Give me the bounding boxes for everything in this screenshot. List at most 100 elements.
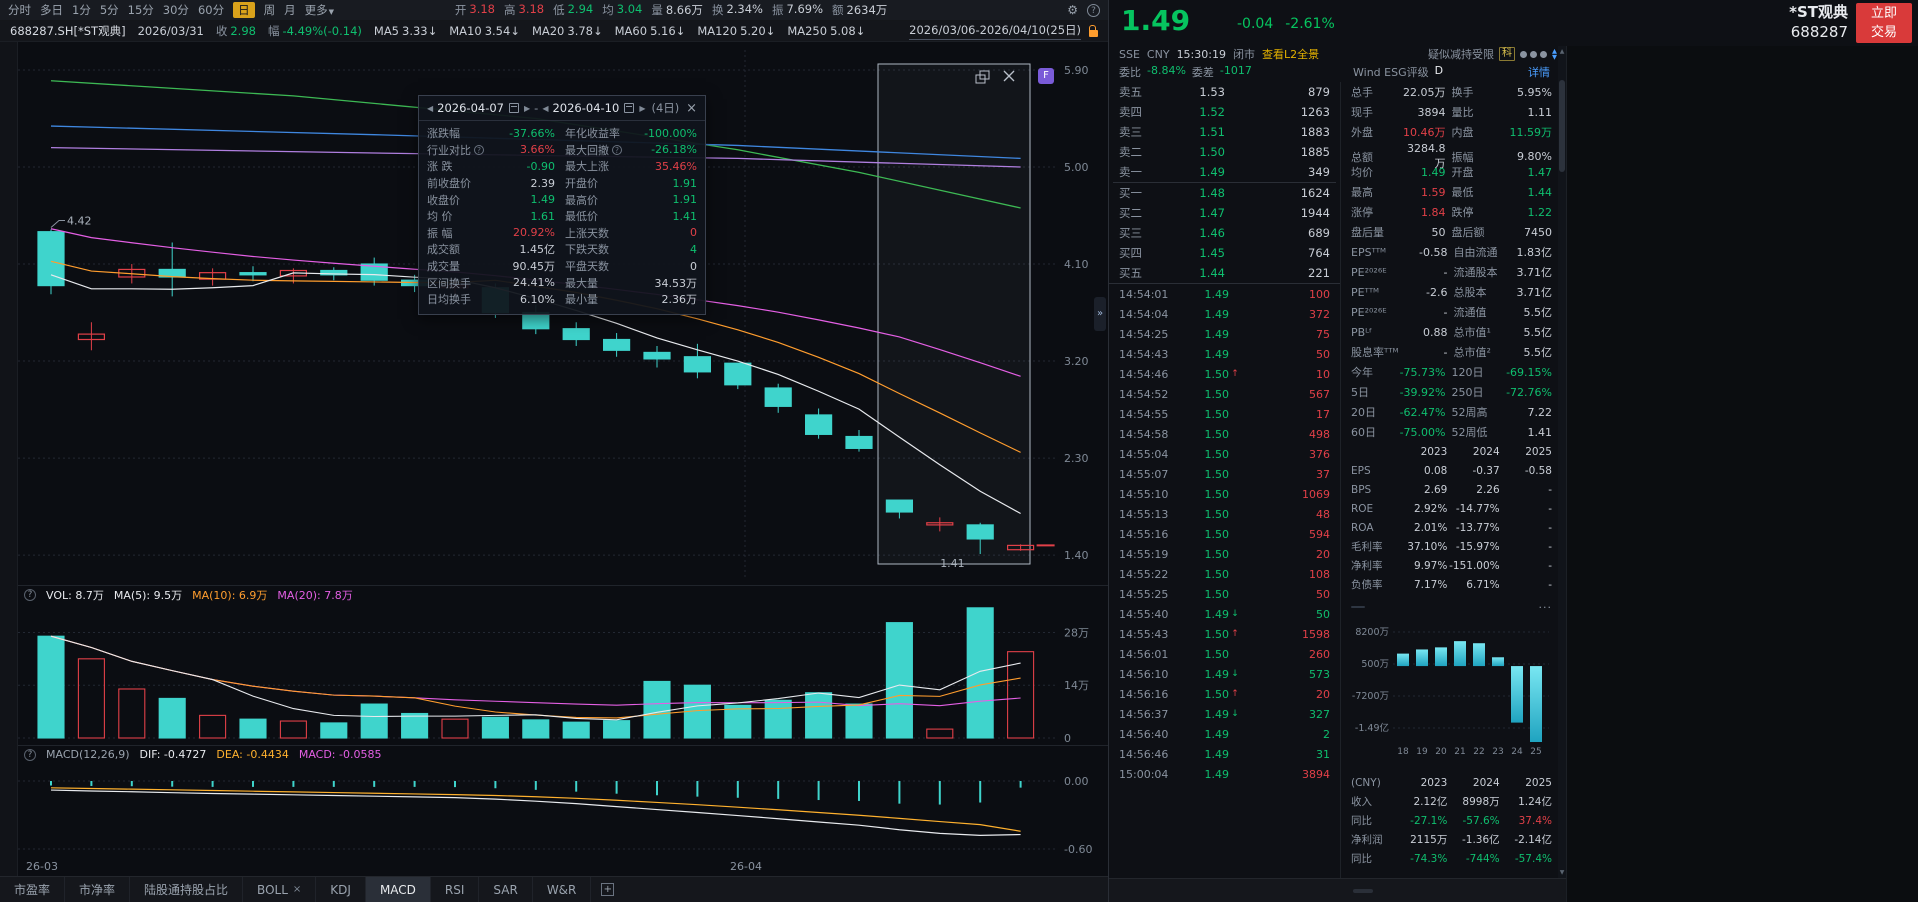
period-tab[interactable]: 1分▼ [72,3,91,17]
order-imbalance-row: 委比 -8.84% 委差 -1017 Wind ESG评级 D 详情 [1109,64,1918,82]
macd-chart[interactable]: 0.00 -0.60 [18,763,1108,859]
tick-trade-list[interactable]: 14:54:01 1.49 100 14:54:04 1.49 372 14:5 [1109,283,1340,783]
period-tab[interactable]: 更多▼ [304,3,334,17]
panel-scrollbar[interactable]: ▲ ▼ [1558,46,1566,878]
indicator-tab[interactable]: SAR× [479,877,533,902]
period-tab[interactable]: 30分▼ [162,3,189,17]
l2-link[interactable]: 查看L2全景 [1261,48,1320,61]
prev-date-icon[interactable]: ◀ [427,103,434,113]
year-link[interactable]: 2024 [1472,776,1500,789]
bid-row[interactable]: 买四 1.45 764 [1119,246,1330,260]
esg-detail-link[interactable]: 详情 [1528,66,1550,79]
ask-row[interactable]: 卖一 1.49 349 [1119,165,1330,179]
tick-row: 14:55:19 1.50 20 [1119,547,1330,561]
close-icon[interactable]: × [292,884,302,895]
change-label: 幅 [267,24,280,38]
ask-row[interactable]: 卖四 1.52 1263 [1119,105,1330,119]
svg-text:24: 24 [1511,747,1523,757]
panel-tab[interactable] [1401,889,1421,893]
next-date-icon[interactable]: ▶ [524,103,531,113]
period-tabs: 分时▼ 多日▼ 1分▼ 5分▼ 15分▼ 30分▼ 60分▼ 日▼ 周▼ 月▼ … [8,2,334,18]
range-stat-row: 行业对比? 3.66% 最大回撤? -26.18% [427,143,697,157]
bid-row[interactable]: 买二 1.47 1944 [1119,206,1330,220]
lock-icon[interactable] [1089,24,1098,37]
indicator-tab[interactable]: RSI× [431,877,480,902]
trade-now-button[interactable]: 立即 交易 [1856,3,1912,43]
esg-label: Wind ESG评级 [1353,66,1429,79]
indicator-tab[interactable]: BOLL × [243,877,317,902]
stat-item: 量 8.66万 [651,3,703,17]
indicator-tab[interactable]: W&R× [533,877,592,902]
cny-table-header: (CNY) 2023 2024 2025 [1351,776,1552,789]
period-tab[interactable]: 日▼ [233,2,255,18]
collapse-panel-handle[interactable]: » [1094,297,1106,331]
prev-date-icon[interactable]: ◀ [542,103,549,113]
close-icon[interactable]: × [686,100,697,116]
range-popup-body: 涨跌幅? -37.66% 年化收益率? -100.00% 行业对比? 3.66%… [419,121,705,314]
help-icon[interactable]: ? [1087,3,1100,17]
bid-row[interactable]: 买五 1.44 221 [1119,266,1330,280]
year-link[interactable]: 2025 [1525,776,1552,789]
ask-row[interactable]: 卖二 1.50 1885 [1119,145,1330,159]
period-tab[interactable]: 周▼ [263,3,276,17]
financial-row: ROA 2.01% -13.77% - [1351,521,1552,534]
bid-row[interactable]: 买三 1.46 689 [1119,226,1330,240]
ask-row[interactable]: 卖三 1.51 1883 [1119,125,1330,139]
tick-row: 14:56:16 1.50 ↑ 20 [1119,687,1330,701]
vol-ma5: MA(5): 9.5万 [113,588,183,602]
price-change-pct: -2.61% [1285,16,1335,32]
candlestick-chart[interactable]: 5.90 5.00 4.10 3.20 2.30 1.40 4.42 1.41 [18,42,1108,585]
tick-row: 14:55:25 1.50 50 [1119,587,1330,601]
f-shortcut-button[interactable]: F [1038,68,1054,84]
add-indicator-button[interactable]: + [601,883,615,896]
svg-text:4.42: 4.42 [67,215,92,228]
panel-tab[interactable] [1353,888,1373,893]
more-options-icon[interactable]: ··· [1538,600,1552,614]
bid-row[interactable]: 买一 1.48 1624 [1119,186,1330,200]
scroll-arrows-icon[interactable]: ▲ ▼ [1552,47,1557,61]
volume-chart[interactable]: 28万 14万 0 [18,603,1108,746]
financial-row: BPS 2.69 2.26 - [1351,483,1552,496]
financial-row: 负债率 7.17% 6.71% - [1351,578,1552,592]
svg-text:19: 19 [1416,747,1428,757]
stat-item: 开 3.18 [454,2,495,17]
period-tab[interactable]: 月▼ [284,3,296,17]
stat-row: 均价 1.49 开盘 1.47 [1351,165,1552,180]
gear-icon[interactable]: ⚙ [1067,3,1078,17]
range-stat-row: 日均换手? 6.10% 最小量? 2.36万 [427,292,697,307]
tick-row: 14:54:58 1.50 498 [1119,427,1330,441]
svg-text:0.00: 0.00 [1064,775,1089,788]
period-tab[interactable]: 60分▼ [197,3,225,17]
range-end-date[interactable]: 2026-04-10 [552,101,620,115]
period-tab[interactable]: 5分▼ [99,3,119,17]
period-tab[interactable]: 15分▼ [127,3,154,17]
year-link[interactable]: 2023 [1420,776,1448,789]
next-date-icon[interactable]: ▶ [639,103,646,113]
profit-tab[interactable] [1351,606,1365,608]
fundamental-tab[interactable]: 陆股通持股占比 [130,877,244,902]
fundamental-tab[interactable]: 市盈率 [0,877,66,902]
panel-tab[interactable] [1377,889,1397,893]
period-tab[interactable]: 多日▼ [40,3,63,17]
help-icon[interactable]: ? [24,748,36,761]
scrollbar-thumb[interactable] [1559,80,1565,172]
ask-row[interactable]: 卖五 1.53 879 [1119,85,1330,99]
profit-tab[interactable] [1371,606,1385,608]
performance-row: 60日 -75.00% 52周低 1.41 [1351,425,1552,440]
calendar-icon[interactable] [509,103,519,113]
tick-row: 14:55:40 1.49 ↓ 50 [1119,607,1330,621]
volume-pane: ? VOL: 8.7万 MA(5): 9.5万 MA(10): 6.9万 MA(… [18,585,1108,745]
stat-row: 总手 22.05万 换手 5.95% [1351,85,1552,100]
calendar-icon[interactable] [624,103,635,113]
range-start-date[interactable]: 2026-04-07 [437,101,504,115]
indicator-tab[interactable]: MACD× [365,877,431,902]
fundamental-tab[interactable]: 市净率 [65,877,131,902]
period-tab[interactable]: 分时▼ [8,3,31,17]
help-icon[interactable]: ? [24,588,36,601]
indicator-tab[interactable]: KDJ× [316,877,366,902]
date-range-selector[interactable]: 2026/03/06-2026/04/10(25日) [909,22,1081,40]
tick-row: 14:55:13 1.50 48 [1119,507,1330,521]
year-header: 2023 [1420,445,1448,458]
exchange-label: SSE [1119,47,1140,61]
cny-row: 同比 -74.3% -744% -57.4% [1351,852,1552,866]
